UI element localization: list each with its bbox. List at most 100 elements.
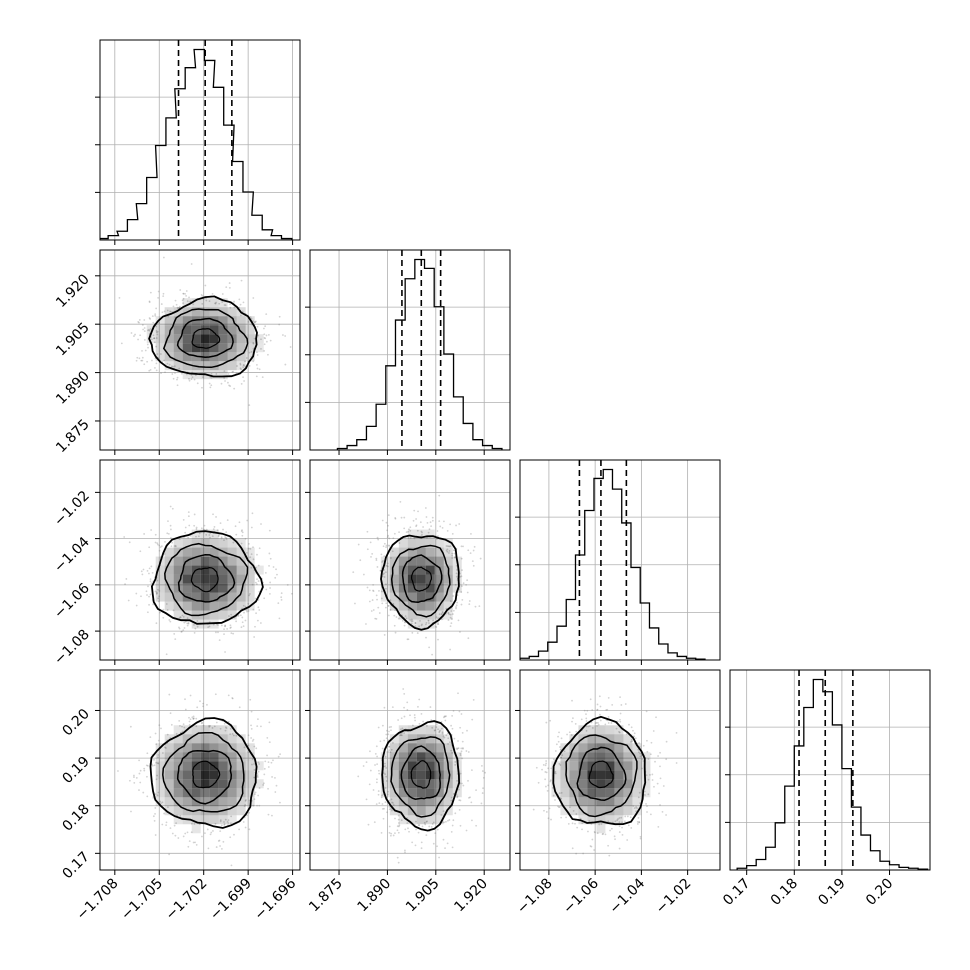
scatter-point — [545, 721, 548, 724]
density-cell — [227, 770, 237, 780]
scatter-point — [143, 330, 146, 332]
scatter-point — [595, 721, 598, 724]
density-cell — [200, 556, 210, 566]
density-cell — [200, 601, 210, 611]
scatter-point — [471, 769, 473, 772]
density-cell — [389, 574, 399, 584]
density-cell — [569, 752, 579, 762]
scatter-point — [618, 825, 621, 828]
scatter-point — [372, 609, 375, 611]
scatter-point — [158, 322, 161, 324]
scatter-point — [225, 537, 228, 540]
scatter-point — [451, 846, 454, 849]
scatter-point — [631, 740, 633, 743]
scatter-point — [373, 821, 376, 824]
scatter-point — [230, 613, 233, 616]
scatter-point — [228, 282, 231, 284]
scatter-point — [606, 708, 609, 711]
scatter-point — [458, 523, 461, 525]
scatter-point — [596, 708, 599, 711]
scatter-point — [156, 774, 158, 777]
density-cell — [218, 592, 228, 602]
scatter-point — [384, 801, 387, 804]
scatter-point — [409, 526, 412, 529]
density-cell — [434, 556, 444, 566]
scatter-point — [163, 812, 165, 815]
contour-line — [192, 760, 221, 789]
scatter-point — [247, 547, 250, 550]
scatter-point — [398, 824, 401, 827]
scatter-point — [263, 350, 266, 352]
density-cell — [623, 788, 633, 798]
scatter-point — [391, 706, 394, 709]
scatter-point — [451, 727, 454, 730]
scatter-point — [138, 321, 140, 324]
scatter-point — [451, 824, 454, 827]
scatter-point — [448, 545, 451, 548]
density-cell — [578, 752, 588, 762]
density-cell — [182, 343, 192, 353]
scatter-point — [219, 819, 222, 822]
scatter-point — [393, 614, 396, 617]
scatter-point — [385, 571, 387, 574]
y-tick-label: −1.02 — [51, 488, 93, 530]
scatter-point — [440, 727, 443, 730]
scatter-point — [158, 595, 161, 598]
scatter-point — [442, 810, 445, 812]
density-cell — [398, 806, 408, 816]
scatter-point — [205, 299, 208, 302]
density-cell — [587, 797, 597, 807]
scatter-point — [428, 528, 431, 531]
scatter-point — [238, 706, 241, 709]
density-cell — [146, 334, 156, 344]
density-cell — [209, 547, 219, 557]
scatter-point — [156, 543, 159, 546]
scatter-point — [215, 846, 218, 848]
scatter-point — [147, 329, 149, 332]
scatter-point — [468, 796, 470, 799]
scatter-point — [387, 750, 390, 753]
scatter-point — [269, 339, 272, 342]
scatter-point — [227, 694, 230, 697]
density-cell — [209, 574, 219, 584]
scatter-point — [459, 772, 462, 775]
scatter-point — [173, 365, 176, 367]
density-cell — [182, 316, 192, 326]
density-cell — [407, 565, 417, 575]
scatter-point — [149, 368, 152, 371]
scatter-point — [473, 545, 476, 548]
scatter-point — [223, 377, 226, 379]
scatter-point — [159, 800, 162, 803]
scatter-point — [458, 799, 461, 802]
density-cell — [434, 797, 444, 807]
scatter-point — [392, 602, 395, 605]
density-cell — [452, 779, 462, 789]
density-cell — [218, 343, 228, 353]
scatter-point — [243, 611, 245, 614]
scatter-point — [383, 739, 386, 742]
density-cell — [227, 761, 237, 771]
scatter-point — [227, 819, 230, 822]
density-cell — [191, 325, 201, 335]
density-cell — [569, 779, 579, 789]
density-cell — [209, 361, 219, 371]
scatter-point — [455, 575, 458, 578]
density-cell — [416, 592, 426, 602]
density-cell — [164, 734, 174, 744]
scatter-point — [254, 791, 257, 794]
scatter-point — [392, 804, 395, 806]
scatter-point — [212, 623, 215, 626]
scatter-point — [189, 694, 192, 697]
scatter-point — [255, 566, 257, 569]
scatter-point — [155, 622, 158, 625]
scatter-point — [365, 623, 367, 625]
density-cell — [614, 770, 624, 780]
scatter-point — [386, 536, 389, 539]
density-cell — [164, 565, 174, 575]
scatter-point — [659, 751, 661, 754]
scatter-point — [211, 292, 214, 295]
scatter-point — [170, 545, 173, 548]
scatter-point — [380, 796, 383, 799]
scatter-point — [659, 804, 661, 806]
scatter-point — [559, 748, 562, 751]
